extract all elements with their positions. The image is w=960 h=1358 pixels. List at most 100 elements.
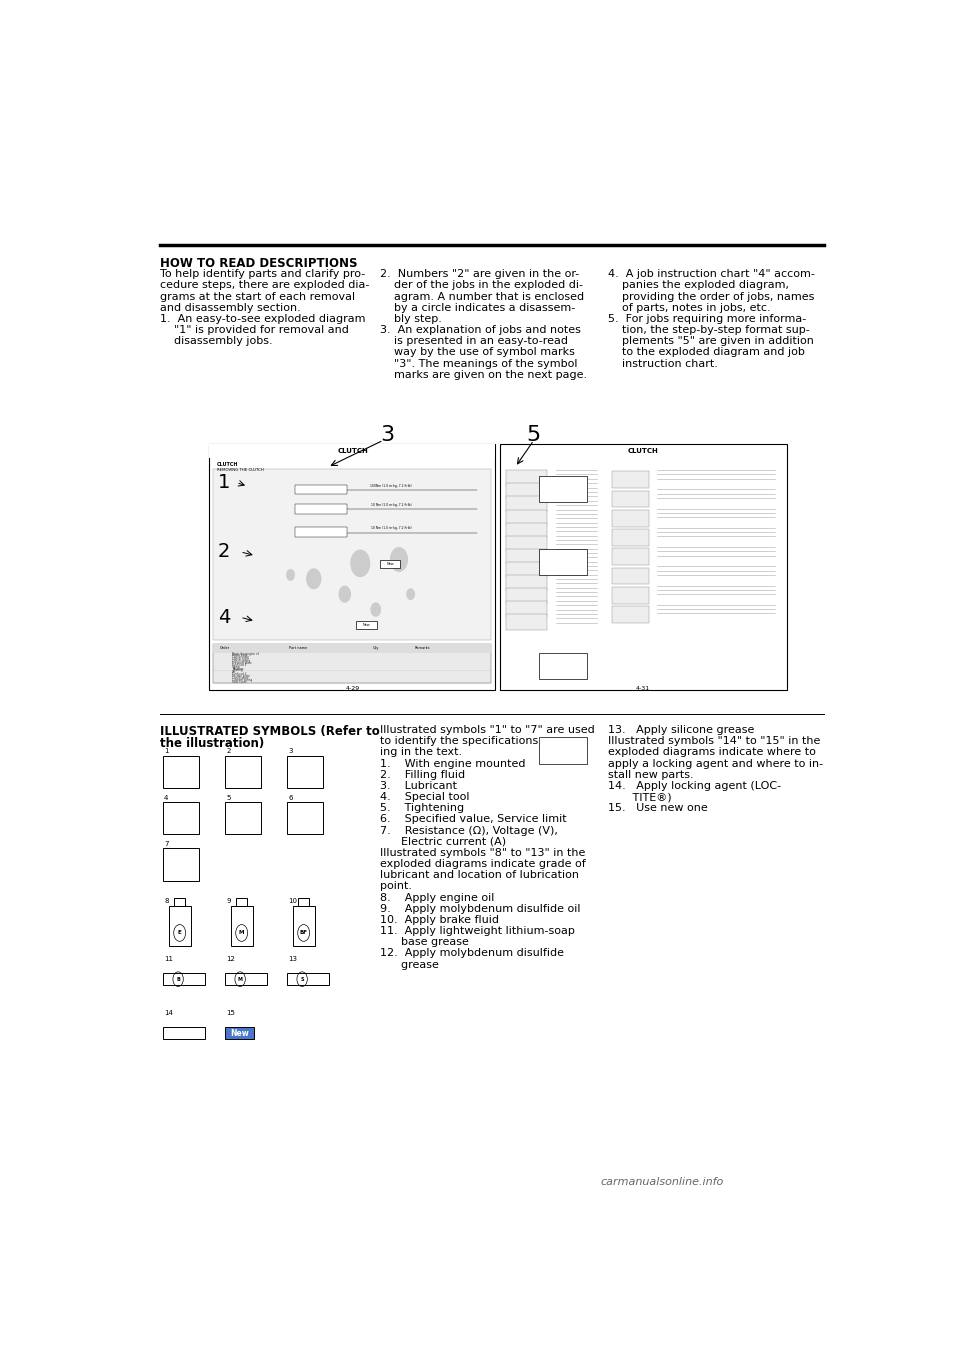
Text: 4.    Special tool: 4. Special tool — [379, 792, 469, 803]
Text: 10.  Apply brake fluid: 10. Apply brake fluid — [379, 915, 498, 925]
Bar — [612, 471, 649, 488]
Bar — [506, 562, 547, 577]
Text: Illustrated symbols "8" to "13" in the: Illustrated symbols "8" to "13" in the — [379, 847, 585, 858]
Text: and disassembly section.: and disassembly section. — [160, 303, 301, 312]
Text: grams at the start of each removal: grams at the start of each removal — [160, 292, 355, 301]
Text: 12.  Apply molybdenum disulfide: 12. Apply molybdenum disulfide — [379, 948, 564, 959]
Text: 5: 5 — [227, 794, 230, 800]
Text: Clutch cover: Clutch cover — [232, 657, 250, 661]
Text: 4-31: 4-31 — [636, 686, 650, 691]
Text: "1" is provided for removal and: "1" is provided for removal and — [160, 325, 349, 335]
Text: M: M — [238, 976, 243, 982]
Text: 2: 2 — [227, 748, 230, 754]
Text: S: S — [300, 976, 304, 982]
Bar — [506, 602, 547, 617]
Text: cedure steps, there are exploded dia-: cedure steps, there are exploded dia- — [160, 280, 370, 291]
Text: 1: 1 — [218, 473, 230, 492]
Bar — [539, 653, 587, 679]
Text: CLUTCH: CLUTCH — [628, 448, 659, 454]
Bar — [295, 504, 347, 513]
Text: base grease: base grease — [379, 937, 468, 947]
Bar — [230, 906, 252, 947]
Text: 4: 4 — [218, 608, 230, 627]
Bar — [287, 803, 324, 834]
Text: Seat cover: Seat cover — [232, 680, 247, 684]
Text: 3.    Lubricant: 3. Lubricant — [379, 781, 457, 790]
Text: 100Nm (1.0 m·kg, 7.2 ft·lb): 100Nm (1.0 m·kg, 7.2 ft·lb) — [371, 483, 412, 488]
Text: marks are given on the next page.: marks are given on the next page. — [379, 369, 587, 380]
Text: grease: grease — [379, 960, 439, 970]
Bar — [225, 756, 261, 788]
Text: 15.   Use new one: 15. Use new one — [609, 803, 708, 813]
Text: 6.    Specified value, Service limit: 6. Specified value, Service limit — [379, 815, 566, 824]
Bar — [209, 444, 495, 690]
Text: Illustrated symbols "14" to "15" in the: Illustrated symbols "14" to "15" in the — [609, 736, 821, 747]
Bar — [506, 483, 547, 498]
Text: Push rod 1: Push rod 1 — [232, 663, 247, 667]
Circle shape — [391, 547, 407, 572]
Text: 10: 10 — [288, 899, 298, 904]
Bar — [612, 509, 649, 527]
Bar — [506, 535, 547, 551]
Text: Brake pads: Brake pads — [232, 653, 248, 657]
Text: Qty: Qty — [372, 646, 379, 650]
Bar — [612, 606, 649, 623]
Text: 5: 5 — [527, 425, 541, 445]
Bar — [612, 549, 649, 565]
Text: 1: 1 — [164, 748, 169, 754]
Bar — [162, 756, 199, 788]
Text: 9: 9 — [227, 899, 230, 904]
Text: Pressure plate: Pressure plate — [232, 661, 252, 665]
Bar — [162, 803, 199, 834]
Text: Electric current (A): Electric current (A) — [379, 837, 506, 846]
Bar — [209, 444, 495, 458]
Text: 3: 3 — [380, 425, 395, 445]
Bar — [225, 1027, 254, 1039]
Text: Cushion spring: Cushion spring — [232, 678, 252, 682]
Text: exploded diagrams indicate grade of: exploded diagrams indicate grade of — [379, 860, 586, 869]
Text: 1.  An easy-to-see exploded diagram: 1. An easy-to-see exploded diagram — [160, 314, 366, 323]
Text: Order: Order — [220, 646, 229, 650]
Text: by a circle indicates a disassem-: by a circle indicates a disassem- — [379, 303, 575, 312]
Bar — [213, 644, 492, 683]
Text: 5.  For jobs requiring more informa-: 5. For jobs requiring more informa- — [609, 314, 806, 323]
Text: 14.   Apply locking agent (LOC-: 14. Apply locking agent (LOC- — [609, 781, 781, 790]
Bar — [612, 587, 649, 603]
Bar — [162, 1027, 205, 1039]
Text: Clamp: Clamp — [232, 664, 241, 668]
Bar — [612, 530, 649, 546]
Text: 4.  A job instruction chart "4" accom-: 4. A job instruction chart "4" accom- — [609, 269, 815, 280]
Circle shape — [339, 587, 350, 602]
Bar — [506, 509, 547, 526]
Text: 4-29: 4-29 — [346, 686, 360, 691]
Bar — [506, 497, 547, 512]
Text: 3.  An explanation of jobs and notes: 3. An explanation of jobs and notes — [379, 325, 581, 335]
Bar — [379, 559, 400, 568]
Bar — [225, 803, 261, 834]
Text: Set: Set — [232, 671, 237, 675]
Bar — [539, 549, 587, 574]
Text: 8.    Apply engine oil: 8. Apply engine oil — [379, 892, 494, 903]
Bar — [287, 756, 324, 788]
Bar — [162, 849, 199, 880]
Text: New: New — [386, 562, 394, 566]
Bar — [500, 444, 786, 690]
Bar — [213, 470, 492, 641]
Text: bly step.: bly step. — [379, 314, 442, 323]
Text: M: M — [239, 930, 245, 936]
Text: point.: point. — [379, 881, 412, 891]
Circle shape — [287, 570, 294, 580]
Text: 7.    Resistance (Ω), Voltage (V),: 7. Resistance (Ω), Voltage (V), — [379, 826, 558, 835]
Text: instruction chart.: instruction chart. — [609, 359, 718, 368]
Text: ing in the text.: ing in the text. — [379, 747, 462, 758]
Circle shape — [372, 603, 380, 617]
Text: 2.    Filling fluid: 2. Filling fluid — [379, 770, 465, 779]
Text: 4: 4 — [164, 794, 169, 800]
Text: Retainer: Retainer — [232, 667, 244, 671]
Bar — [225, 972, 267, 986]
Text: Illustrated symbols "1" to "7" are used: Illustrated symbols "1" to "7" are used — [379, 725, 594, 735]
Text: E: E — [178, 930, 181, 936]
Text: agram. A number that is enclosed: agram. A number that is enclosed — [379, 292, 584, 301]
Bar — [295, 485, 347, 494]
Bar — [169, 906, 190, 947]
